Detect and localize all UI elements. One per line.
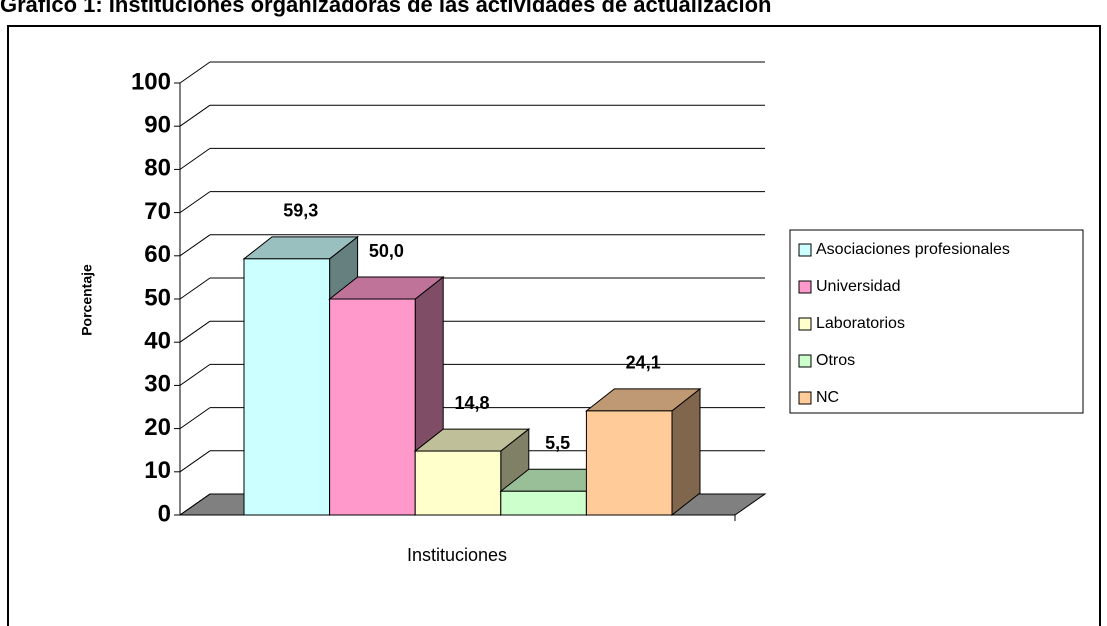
legend-swatch: [798, 354, 812, 368]
y-tick-label: 50: [144, 284, 171, 311]
legend-label: Asociaciones profesionales: [816, 241, 1010, 258]
grid-line-side: [179, 104, 211, 127]
value-label: 5,5: [545, 433, 570, 453]
grid-line-side: [179, 363, 211, 386]
y-tick-label: 100: [131, 68, 171, 95]
grid-line-side: [179, 147, 211, 170]
legend-label: Otros: [816, 352, 855, 369]
bar: [329, 298, 416, 516]
bar: [243, 258, 331, 516]
legend-swatch: [798, 243, 812, 257]
legend-swatch: [798, 317, 812, 331]
grid-line-side: [179, 493, 211, 516]
y-tick-label: 30: [144, 371, 171, 398]
grid-line-side: [179, 61, 211, 84]
y-tick-label: 0: [158, 500, 171, 527]
chart-title: Gráfico 1: Instituciones organizadoras d…: [0, 0, 771, 17]
value-label: 14,8: [454, 393, 489, 413]
y-tick-label: 60: [144, 241, 171, 268]
grid-line-side: [179, 450, 211, 473]
y-tick-label: 90: [144, 112, 171, 139]
chart-frame: [7, 25, 1101, 626]
legend-swatch: [798, 391, 812, 405]
y-tick-label: 80: [144, 155, 171, 182]
bar: [414, 450, 502, 516]
legend-box: [789, 229, 1084, 414]
legend-label: Laboratorios: [816, 315, 905, 332]
grid-line-side: [179, 191, 211, 214]
y-tick-label: 70: [144, 198, 171, 225]
y-axis-label: Porcentaje: [79, 264, 95, 336]
x-axis-label: Instituciones: [407, 545, 507, 565]
legend-label: NC: [816, 389, 839, 406]
y-tick-label: 20: [144, 414, 171, 441]
grid-line-side: [179, 277, 211, 300]
grid-line-side: [179, 407, 211, 430]
legend-label: Universidad: [816, 278, 900, 295]
value-label: 24,1: [626, 353, 661, 373]
bar: [585, 410, 673, 516]
y-tick-label: 10: [144, 457, 171, 484]
grid-line-side: [179, 320, 211, 343]
value-label: 59,3: [283, 201, 318, 221]
grid-line-side: [179, 234, 211, 257]
y-tick-label: 40: [144, 328, 171, 355]
value-label: 50,0: [369, 241, 404, 261]
bar: [500, 490, 587, 516]
legend-swatch: [798, 280, 812, 294]
